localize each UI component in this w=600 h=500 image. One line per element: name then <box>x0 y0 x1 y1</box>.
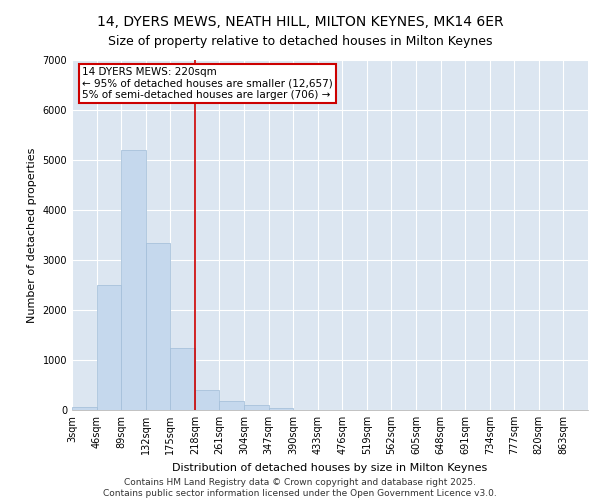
Bar <box>72 407 97 410</box>
Text: Size of property relative to detached houses in Milton Keynes: Size of property relative to detached ho… <box>108 35 492 48</box>
Bar <box>121 150 146 410</box>
Bar <box>195 390 220 410</box>
Text: 14 DYERS MEWS: 220sqm
← 95% of detached houses are smaller (12,657)
5% of semi-d: 14 DYERS MEWS: 220sqm ← 95% of detached … <box>82 67 333 100</box>
Y-axis label: Number of detached properties: Number of detached properties <box>27 148 37 322</box>
Bar <box>269 408 293 410</box>
Bar <box>97 285 121 410</box>
Bar <box>220 400 244 410</box>
Text: Contains HM Land Registry data © Crown copyright and database right 2025.
Contai: Contains HM Land Registry data © Crown c… <box>103 478 497 498</box>
Bar <box>146 242 170 410</box>
Bar <box>244 405 269 410</box>
X-axis label: Distribution of detached houses by size in Milton Keynes: Distribution of detached houses by size … <box>172 462 488 472</box>
Bar <box>170 348 195 410</box>
Text: 14, DYERS MEWS, NEATH HILL, MILTON KEYNES, MK14 6ER: 14, DYERS MEWS, NEATH HILL, MILTON KEYNE… <box>97 15 503 29</box>
